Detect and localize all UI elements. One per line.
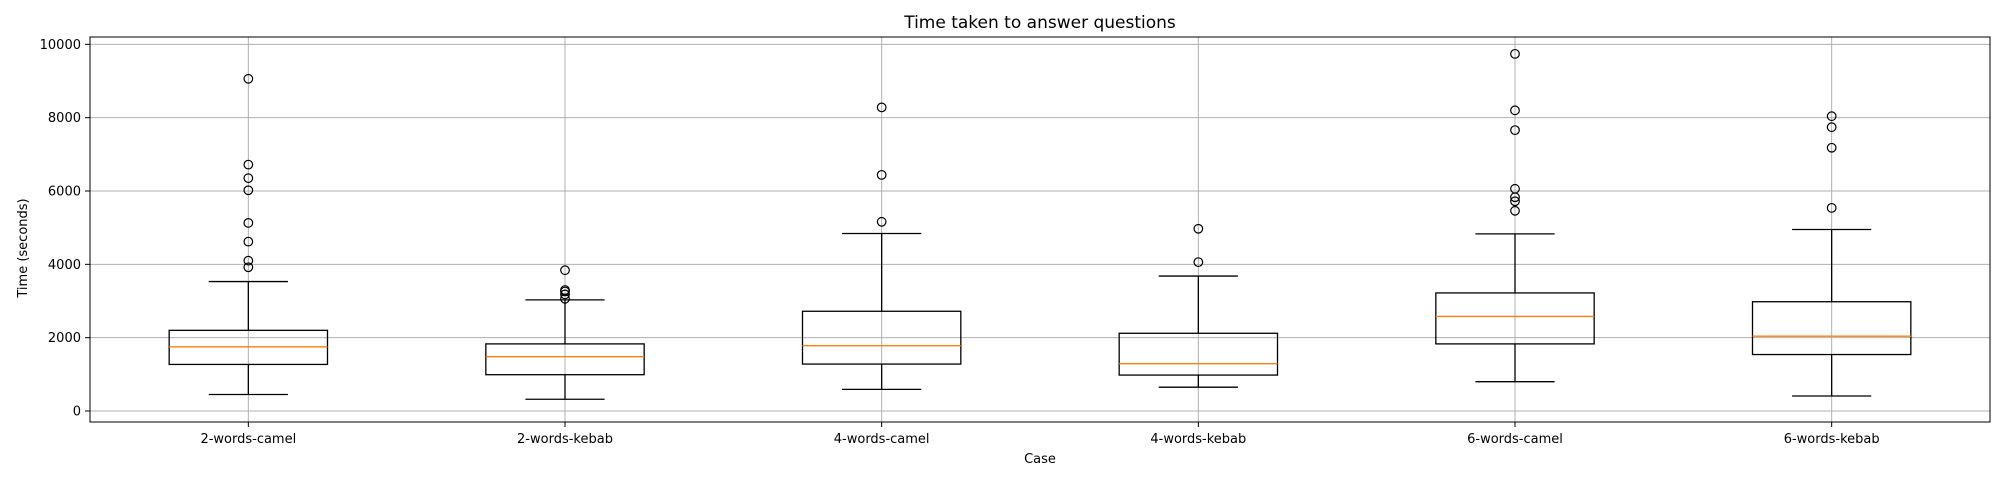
outlier-point	[243, 73, 254, 84]
outlier-point	[243, 185, 254, 196]
box-group-4-words-camel	[801, 102, 962, 391]
outlier-point	[1510, 196, 1520, 207]
iqr-box	[485, 343, 645, 376]
outlier-point	[876, 216, 887, 227]
outlier-point	[243, 217, 254, 228]
grid-lines	[90, 37, 1990, 422]
box-group-4-words-kebab	[1118, 223, 1279, 388]
outlier-point	[876, 169, 887, 180]
outlier-point	[1510, 125, 1520, 136]
outlier-point	[1510, 205, 1520, 216]
y-tick-label: 8000	[48, 111, 81, 126]
box-group-2-words-kebab	[485, 265, 645, 400]
iqr-box	[1751, 301, 1912, 356]
outlier-point	[560, 289, 570, 300]
outlier-point	[560, 285, 570, 295]
y-tick-label: 6000	[48, 185, 81, 200]
outlier-point	[1193, 223, 1204, 234]
outlier-point	[876, 102, 887, 113]
outlier-point	[1510, 105, 1520, 116]
outlier-point	[243, 255, 254, 266]
outlier-point	[243, 262, 254, 273]
box-group-6-words-camel	[1435, 48, 1595, 383]
plot-frame	[89, 36, 1991, 423]
x-tick-label: 2-words-camel	[200, 432, 296, 447]
y-axis-label: Time (seconds)	[16, 198, 31, 298]
plot-area	[168, 48, 1912, 400]
outlier-point	[1826, 142, 1837, 153]
box-group-6-words-kebab	[1751, 111, 1912, 397]
x-tick-label: 4-words-kebab	[1150, 432, 1246, 447]
outlier-point	[1193, 257, 1204, 268]
x-tick-label: 6-words-camel	[1467, 432, 1563, 447]
outlier-point	[560, 265, 570, 276]
outlier-point	[243, 236, 254, 247]
outlier-point	[243, 173, 254, 184]
y-tick-label: 10000	[40, 38, 81, 53]
box-group-2-words-camel	[168, 73, 329, 396]
iqr-box	[1435, 292, 1595, 345]
y-tick-label: 2000	[48, 331, 81, 346]
y-tick-label: 0	[73, 405, 81, 420]
iqr-box	[1118, 332, 1279, 376]
outlier-point	[1826, 111, 1837, 122]
outlier-point	[1826, 202, 1837, 213]
x-tick-label: 4-words-camel	[834, 432, 930, 447]
outlier-point	[243, 159, 254, 170]
x-axis-label: Case	[1024, 452, 1056, 467]
x-tick-label: 2-words-kebab	[517, 432, 613, 447]
y-tick-label: 4000	[48, 258, 81, 273]
outlier-point	[1510, 183, 1520, 194]
x-tick-label: 6-words-kebab	[1784, 432, 1880, 447]
outlier-point	[1510, 48, 1520, 59]
chart-title: Time taken to answer questions	[903, 13, 1176, 33]
outlier-point	[1826, 122, 1837, 133]
axes: 0 2000 4000 6000 8000 10000 2-words-camel 2-wor…	[40, 36, 1991, 447]
iqr-box	[801, 310, 962, 365]
